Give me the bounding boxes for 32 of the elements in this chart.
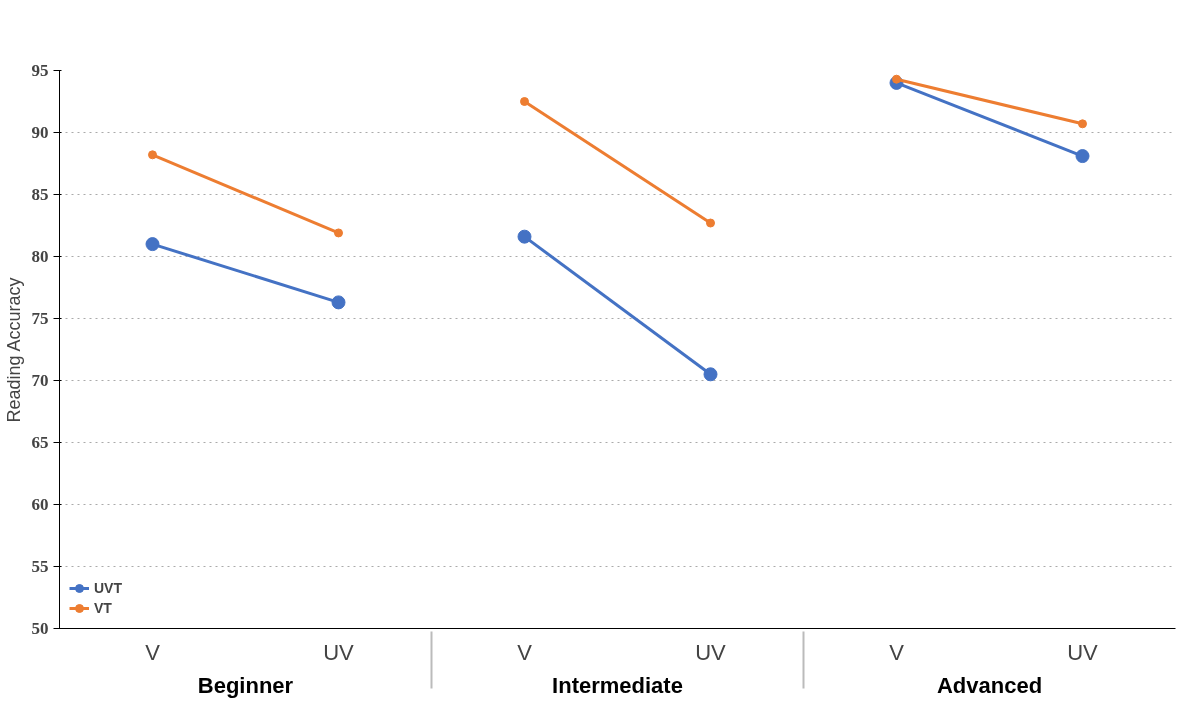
x-tick-label: V [517,639,533,665]
legend-label: VT [94,600,113,616]
x-tick-label: V [889,639,905,665]
point [148,150,157,160]
point [1075,149,1090,164]
y-axis-title: Reading Accuracy [3,277,24,423]
y-tick-label: 95 [31,61,49,80]
y-tick-label: 70 [31,371,49,390]
y-tick-label: 60 [31,495,49,514]
y-tick-label: 80 [31,247,49,266]
y-tick-label: 55 [31,557,49,576]
point [1078,119,1087,129]
text: Beginner [197,672,294,698]
x-tick-label: UV [323,639,355,665]
point [703,367,718,382]
legend-label: UVT [94,580,122,596]
x-tick-label: V [145,639,161,665]
y-tick-label: 85 [31,185,49,204]
y-tick-label: 90 [31,123,49,142]
y-tick-label: 50 [31,619,49,638]
text: Advanced [936,672,1043,698]
text: Intermediate [552,672,683,698]
point [706,218,715,228]
y-tick-label: 75 [31,309,49,328]
point [331,295,346,310]
point [145,237,160,252]
point [517,229,532,244]
x-tick-label: UV [695,639,727,665]
point [520,97,529,106]
y-tick-label: 65 [31,433,49,452]
x-tick-label: UV [1067,639,1099,665]
point [334,228,343,238]
